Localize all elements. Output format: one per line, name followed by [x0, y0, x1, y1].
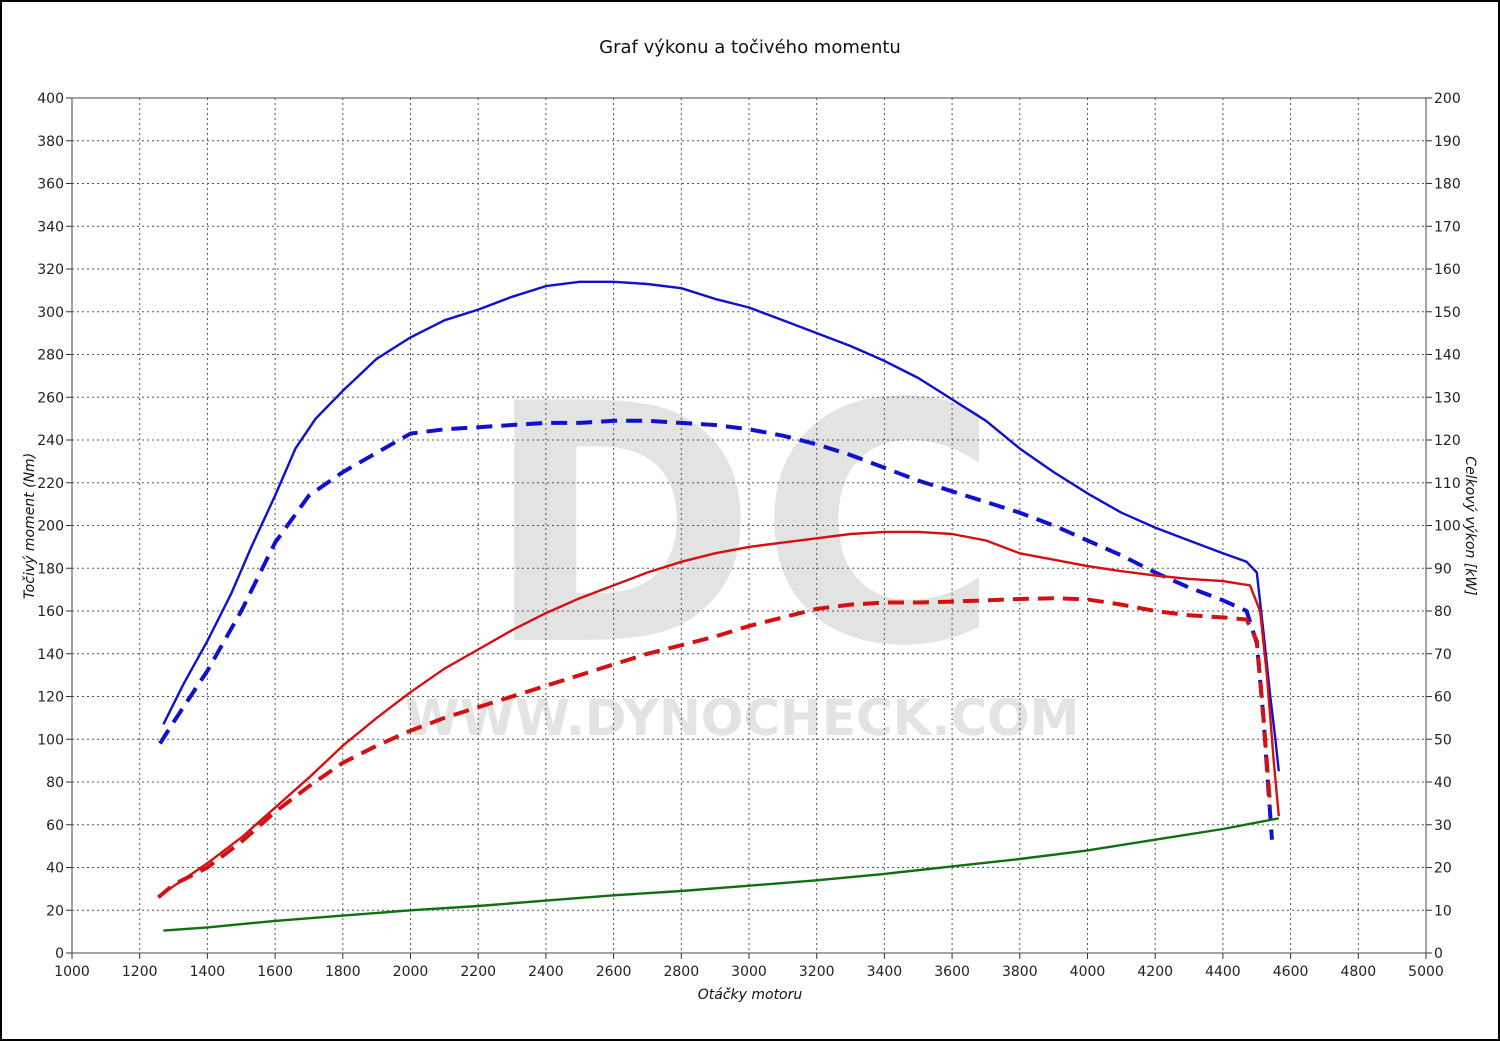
right-tick-label: 40: [1434, 775, 1452, 791]
left-tick-label: 340: [37, 219, 64, 235]
x-tick-labels: 1000 1200 1400 1600 1800 2000 2200 2400 2600 2800…: [54, 964, 1444, 980]
left-tick-label: 0: [55, 946, 64, 962]
x-tick-label: 3200: [799, 964, 835, 980]
left-tick-label: 200: [37, 519, 64, 535]
axes: [66, 97, 1432, 959]
x-tick-label: 3600: [934, 964, 970, 980]
watermark: DC WWW.DYNOCHECK.COM: [405, 334, 1080, 747]
x-tick-label: 4200: [1137, 964, 1173, 980]
right-tick-label: 140: [1434, 348, 1461, 364]
x-tick-label: 2000: [393, 964, 429, 980]
torque-stock-line: [158, 418, 1274, 840]
chart-title: Graf výkonu a točivého momentu: [599, 37, 901, 58]
left-tick-label: 120: [37, 690, 64, 706]
left-tick-label: 220: [37, 476, 64, 492]
x-tick-label: 3000: [731, 964, 767, 980]
left-tick-label: 60: [46, 818, 64, 834]
left-tick-label: 260: [37, 390, 64, 406]
left-tick-label: 360: [37, 177, 64, 193]
x-axis-label: Otáčky motoru: [698, 987, 803, 1003]
left-tick-label: 400: [37, 91, 64, 107]
loss-line: [163, 817, 1280, 932]
left-tick-label: 160: [37, 604, 64, 620]
right-tick-label: 170: [1434, 219, 1461, 235]
right-tick-label: 190: [1434, 134, 1461, 150]
left-tick-label: 300: [37, 305, 64, 321]
left-tick-label: 380: [37, 134, 64, 150]
x-tick-label: 1400: [190, 964, 226, 980]
right-tick-labels: 0 10 20 30 40 50 60 70 80 90 100 110 120 130 140 150 160…: [1434, 91, 1461, 962]
right-tick-label: 160: [1434, 262, 1461, 278]
right-tick-label: 120: [1434, 433, 1461, 449]
right-tick-label: 70: [1434, 647, 1452, 663]
right-tick-label: 80: [1434, 604, 1452, 620]
watermark-text: WWW.DYNOCHECK.COM: [405, 689, 1080, 747]
left-tick-labels: 0 20 40 60 80 100 120 140 160 180 200 220 240 260 280 3…: [37, 91, 64, 962]
right-tick-label: 100: [1434, 519, 1461, 535]
x-tick-label: 4400: [1205, 964, 1241, 980]
right-tick-label: 150: [1434, 305, 1461, 321]
right-tick-label: 20: [1434, 861, 1452, 877]
x-tick-label: 4600: [1273, 964, 1309, 980]
right-axis-label: Celkový výkon [kW]: [1462, 456, 1478, 595]
x-tick-label: 1800: [325, 964, 361, 980]
right-tick-label: 130: [1434, 390, 1461, 406]
left-tick-label: 140: [37, 647, 64, 663]
right-tick-label: 0: [1434, 946, 1443, 962]
x-tick-label: 2800: [663, 964, 699, 980]
x-tick-label: 2200: [460, 964, 496, 980]
right-tick-label: 110: [1434, 476, 1461, 492]
right-tick-label: 180: [1434, 177, 1461, 193]
x-tick-label: 4000: [1070, 964, 1106, 980]
series-group: [157, 280, 1280, 932]
x-tick-label: 2400: [528, 964, 564, 980]
x-tick-label: 1600: [257, 964, 293, 980]
left-tick-label: 20: [46, 903, 64, 919]
left-tick-label: 280: [37, 348, 64, 364]
x-tick-label: 3800: [1002, 964, 1038, 980]
right-tick-label: 90: [1434, 561, 1452, 577]
torque-tuned-line: [162, 280, 1280, 772]
right-tick-label: 200: [1434, 91, 1461, 107]
left-tick-label: 180: [37, 561, 64, 577]
left-tick-label: 320: [37, 262, 64, 278]
x-tick-label: 1000: [54, 964, 90, 980]
left-tick-label: 40: [46, 861, 64, 877]
plot-area-border: [71, 97, 1427, 954]
x-tick-label: 4800: [1340, 964, 1376, 980]
x-tick-label: 1200: [122, 964, 158, 980]
left-axis-label: Točivý moment (Nm): [22, 453, 38, 599]
left-tick-label: 100: [37, 732, 64, 748]
right-tick-label: 50: [1434, 732, 1452, 748]
grid: [72, 98, 1426, 953]
right-tick-label: 30: [1434, 818, 1452, 834]
left-tick-label: 80: [46, 775, 64, 791]
right-tick-label: 60: [1434, 690, 1452, 706]
x-tick-label: 2600: [596, 964, 632, 980]
left-tick-label: 240: [37, 433, 64, 449]
power-stock-line: [157, 596, 1273, 899]
x-tick-label: 5000: [1408, 964, 1444, 980]
right-tick-label: 10: [1434, 903, 1452, 919]
power-tuned-line: [162, 530, 1280, 895]
x-tick-label: 3400: [867, 964, 903, 980]
